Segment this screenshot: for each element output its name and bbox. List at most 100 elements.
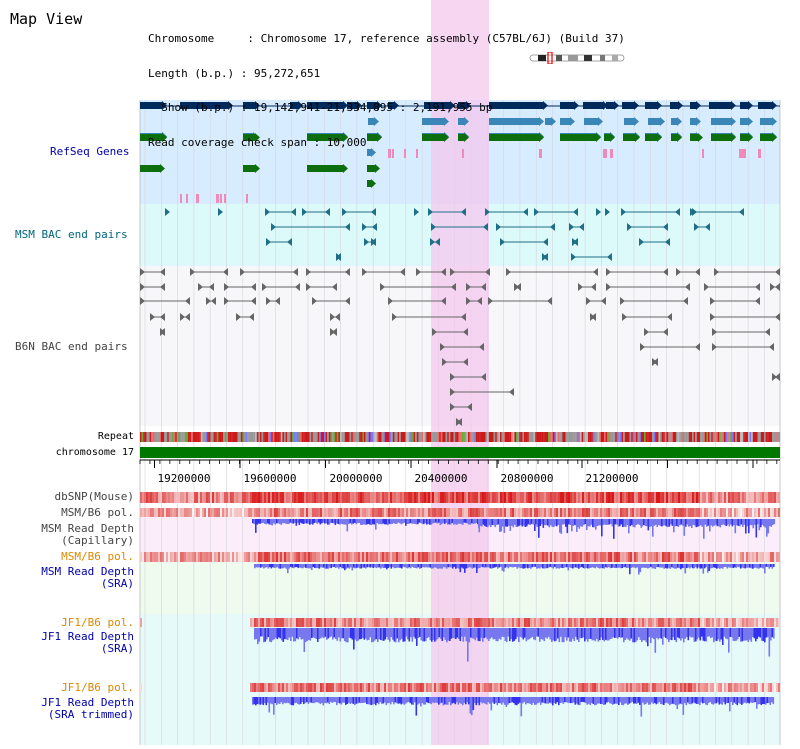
- refseq-gene-row2: [560, 117, 575, 126]
- small-rna-feature: [539, 149, 542, 158]
- refseq-gene-row3-green: [367, 133, 382, 142]
- msm-b6-pol-2-heatstrip: [140, 552, 780, 562]
- b6n-bac-pair: [772, 373, 780, 381]
- refseq-gene-row2: [489, 117, 544, 126]
- msm-bac-end: [414, 208, 419, 216]
- track-label-msm-depth-sra: MSM Read Depth (SRA): [41, 566, 134, 590]
- chromosome-ideogram[interactable]: [528, 52, 626, 64]
- small-rna-feature: [603, 149, 607, 158]
- b6n-bac-pair: [392, 313, 466, 321]
- track-label-msm-b6-pol-1: MSM/B6 pol.: [61, 506, 134, 519]
- refseq-gene-row3-green: [422, 133, 449, 142]
- track-label-msm-depth-sra-title: MSM Read Depth: [41, 565, 134, 578]
- dbsnp-heatstrip: [140, 492, 780, 503]
- refseq-gene-row3-green: [740, 133, 753, 142]
- b6n-bac-pair: [644, 328, 668, 336]
- msm-bac-pair: [572, 238, 578, 246]
- track-label-chromosome: chromosome 17: [55, 447, 134, 458]
- track-label-msm-b6-pol-2: MSM/B6 pol.: [61, 550, 134, 563]
- small-rna-feature: [462, 149, 464, 158]
- refseq-gene-row5: [307, 164, 348, 173]
- track-label-msm-depth-cap: MSM Read Depth (Capillary): [41, 523, 134, 547]
- msm-bac-pair: [431, 223, 488, 231]
- refseq-gene-row3-green: [711, 133, 736, 142]
- axis-tick-label: 20000000: [330, 472, 383, 485]
- track-label-b6n-bac: B6N BAC end pairs: [15, 340, 128, 353]
- b6n-bac-pair: [450, 388, 514, 396]
- b6n-bac-pair: [712, 328, 770, 336]
- b6n-bac-pair: [416, 268, 446, 276]
- b6n-bac-pair: [190, 268, 228, 276]
- b6n-bac-pair: [330, 313, 340, 321]
- track-label-jf1-depth-sra-sub: (SRA): [100, 642, 134, 655]
- b6n-bac-pair: [442, 358, 468, 366]
- b6n-bac-pair: [266, 297, 280, 305]
- b6n-bac-pair: [236, 313, 254, 321]
- msm-bac-pair: [534, 208, 578, 216]
- b6n-bac-pair: [620, 297, 688, 305]
- axis-tick-label: 19200000: [158, 472, 211, 485]
- msm-depth-cap-bars-deep: [478, 519, 776, 539]
- refseq-gene-row2: [711, 117, 736, 126]
- position-axis: 19200000 19600000 20000000 20400000 20800000…: [139, 459, 780, 485]
- refseq-gene-row2: [690, 117, 701, 126]
- msm-bac-pair: [500, 238, 548, 246]
- track-label-jf1-depth-trim-title: JF1 Read Depth: [41, 696, 134, 709]
- refseq-gene-row2: [740, 117, 753, 126]
- b6n-bac-pair: [456, 418, 462, 426]
- small-rna-feature: [702, 149, 704, 158]
- msm-bac-pair: [542, 253, 548, 261]
- small-rna-feature: [196, 194, 199, 203]
- b6n-bac-pair: [770, 283, 780, 291]
- repeat-track: [140, 432, 781, 442]
- refseq-gene-row5: [243, 164, 260, 173]
- msm-bac-end: [596, 208, 601, 216]
- refseq-gene-row3-green: [623, 133, 640, 142]
- b6n-bac-pair: [206, 297, 216, 305]
- refseq-gene-row2: [648, 117, 665, 126]
- refseq-gene-row2: [624, 117, 639, 126]
- chromosome-info-line: Chromosome : Chromosome 17, reference as…: [148, 32, 625, 45]
- b6n-bac-pair: [712, 343, 774, 351]
- small-rna-feature: [180, 194, 182, 203]
- refseq-gene-row3-green: [671, 133, 682, 142]
- b6n-bac-pair: [224, 297, 256, 305]
- msm-bac-pair: [265, 208, 296, 216]
- length-info-line: Length (b.p.) : 95,272,651: [148, 66, 321, 80]
- small-rna-feature: [416, 149, 418, 158]
- track-label-jf1-depth-trim-sub: (SRA trimmed): [47, 708, 134, 721]
- b6n-bac-pair: [440, 343, 484, 351]
- track-label-repeat: Repeat: [97, 431, 134, 442]
- b6n-bac-pair: [306, 283, 337, 291]
- b6n-bac-pair: [432, 328, 468, 336]
- b6n-bac-pair: [622, 313, 672, 321]
- jf1-depth-sra-bars: [254, 628, 775, 662]
- track-label-jf1-b6-pol-2: JF1/B6 pol.: [61, 681, 134, 694]
- coverage-span-info-line: Read coverage check span : 10,000: [148, 135, 367, 149]
- b6n-bac-pair: [714, 268, 780, 276]
- small-rna-feature: [216, 194, 219, 203]
- small-rna-feature: [404, 149, 406, 158]
- axis-tick-label: 20400000: [415, 472, 468, 485]
- b6n-bac-pair: [380, 283, 456, 291]
- refseq-gene-row6: [367, 179, 376, 188]
- track-label-msm-bac: MSM BAC end pairs: [15, 228, 128, 241]
- refseq-gene-row2: [671, 117, 682, 126]
- b6n-bac-pair: [466, 297, 482, 305]
- axis-tick-label: 21200000: [586, 472, 639, 485]
- b6n-bac-pair: [586, 297, 606, 305]
- small-rna-feature: [392, 149, 394, 158]
- b6n-bac-pair: [590, 313, 596, 321]
- jf1-b6-pol-2-heatstrip: [140, 683, 780, 692]
- refseq-gene-row3-green: [158, 133, 167, 142]
- b6n-bac-pair: [362, 268, 405, 276]
- b6n-bac-pair: [150, 313, 165, 321]
- b6n-bac-pair: [652, 358, 658, 366]
- b6n-bac-pair: [710, 313, 780, 321]
- msm-bac-end: [165, 208, 170, 216]
- b6n-bac-pair: [606, 268, 668, 276]
- track-label-jf1-depth-sra-title: JF1 Read Depth: [41, 630, 134, 643]
- refseq-gene-row3-green: [690, 133, 703, 142]
